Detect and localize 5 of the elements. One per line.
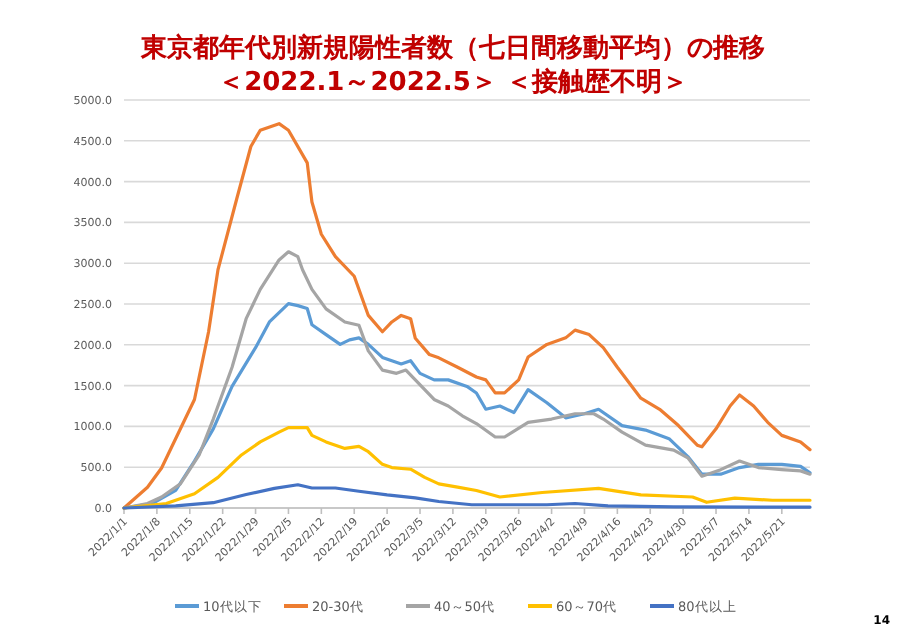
line-series (122, 250, 812, 510)
line-series (122, 122, 812, 510)
chart-subtitle: ＜2022.1～2022.5＞ ＜接触歴不明＞ (218, 66, 688, 98)
line-series (122, 483, 812, 510)
chart-title: 東京都年代別新規陽性者数（七日間移動平均）の推移 (139, 32, 765, 64)
